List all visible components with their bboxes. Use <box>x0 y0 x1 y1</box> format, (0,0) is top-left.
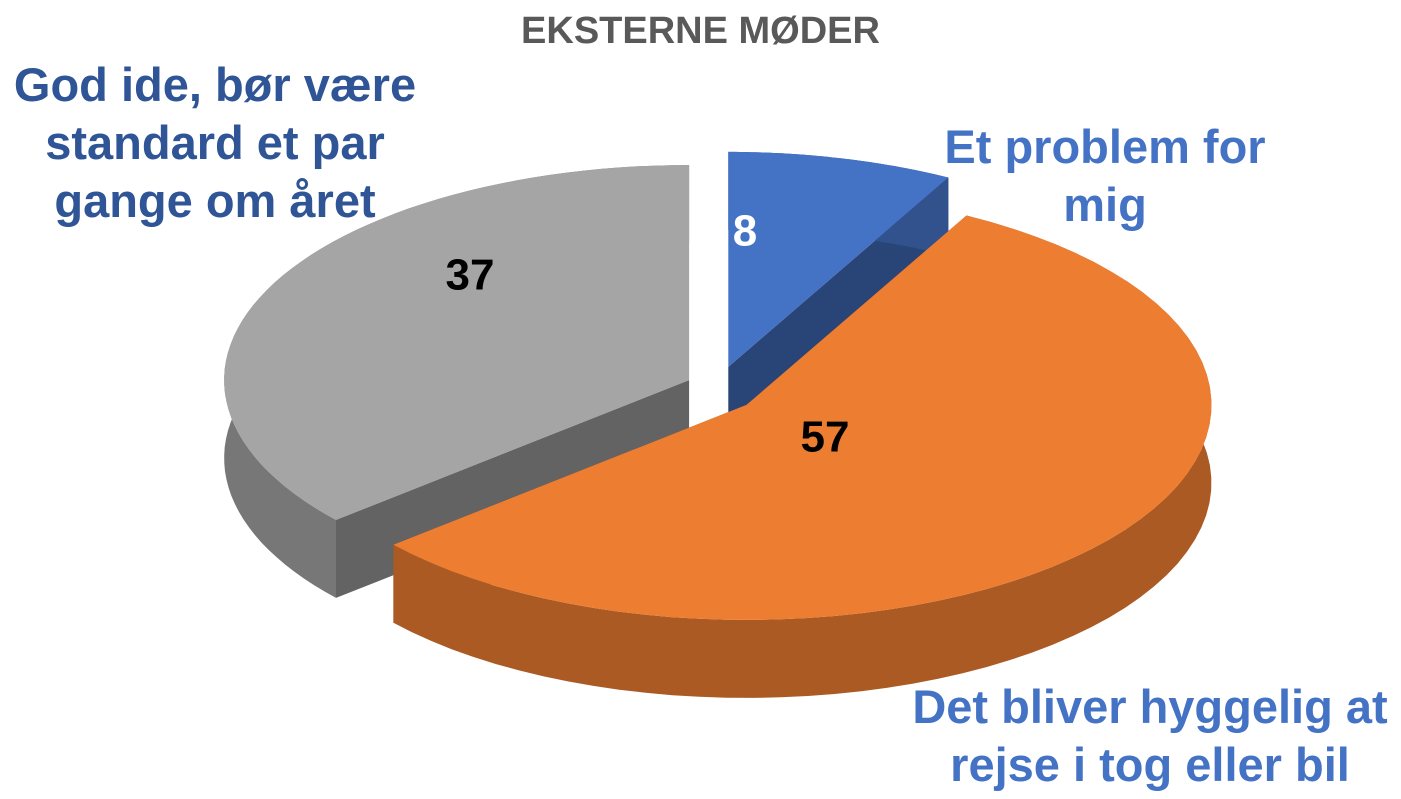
slice <box>728 151 949 367</box>
data-label: 37 <box>446 251 495 300</box>
category-label: God ide, bør være standard et par gange … <box>13 58 417 227</box>
chart-title: EKSTERNE MØDER <box>521 10 880 52</box>
slice <box>224 165 690 520</box>
data-label: 8 <box>733 207 757 256</box>
data-label: 57 <box>801 413 850 462</box>
slice-side <box>393 215 1212 698</box>
slice <box>393 215 1212 620</box>
category-label: Det bliver hyggelig at rejse i tog eller… <box>912 680 1388 791</box>
category-label: Et problem for mig <box>944 120 1266 231</box>
